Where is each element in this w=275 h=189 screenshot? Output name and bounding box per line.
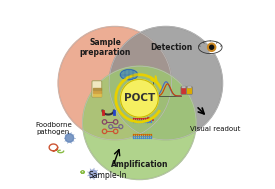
FancyBboxPatch shape: [182, 86, 186, 88]
FancyBboxPatch shape: [92, 81, 102, 97]
FancyBboxPatch shape: [188, 86, 191, 88]
Circle shape: [120, 79, 158, 117]
Text: Amplification: Amplification: [111, 160, 168, 169]
Circle shape: [83, 66, 196, 180]
Ellipse shape: [120, 70, 138, 80]
Text: Detection: Detection: [150, 43, 193, 52]
Circle shape: [210, 45, 214, 49]
Text: Sample-In: Sample-In: [88, 171, 126, 180]
Text: Visual readout: Visual readout: [190, 125, 240, 132]
Circle shape: [109, 26, 222, 140]
Circle shape: [65, 134, 74, 142]
Text: POCT: POCT: [124, 93, 155, 103]
Polygon shape: [210, 41, 222, 54]
Text: Sample
preparation: Sample preparation: [80, 38, 131, 57]
FancyBboxPatch shape: [187, 87, 192, 94]
Circle shape: [58, 26, 172, 140]
Circle shape: [208, 43, 216, 51]
Text: Foodborne
pathogen: Foodborne pathogen: [35, 122, 72, 135]
Circle shape: [89, 170, 97, 178]
FancyBboxPatch shape: [181, 87, 187, 94]
